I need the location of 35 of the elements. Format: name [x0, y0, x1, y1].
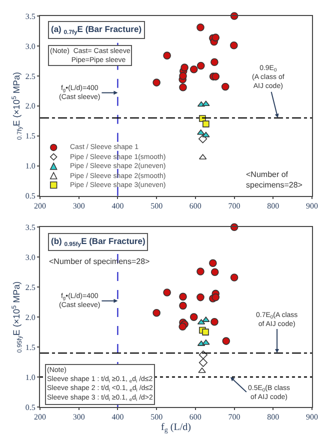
y-tick-label: 3.0: [25, 42, 36, 51]
text: (a) $_{0.7fy}$E (Bar Fracture): [51, 24, 142, 36]
y-tick-label: 2.5: [25, 282, 36, 292]
x-tick-label: 400: [112, 412, 124, 422]
y-tick-label: 3.5: [25, 222, 36, 232]
y-tick-label: 1.5: [25, 132, 36, 141]
x-tick-label: 200: [34, 201, 46, 210]
annotation: <Number of specimens=28>: [49, 257, 150, 266]
y-tick-label: 2.0: [25, 312, 36, 322]
y-tick-label: 0.5: [25, 192, 36, 201]
x-tick-label: 600: [189, 412, 202, 422]
y-tick-label: 1.0: [25, 372, 36, 382]
x-tick-label: 900: [306, 412, 318, 422]
x-tick-label: 800: [267, 201, 280, 210]
x-tick-label: 400: [112, 201, 124, 210]
x-tick-label: 200: [34, 412, 46, 422]
x-tick-label: 900: [306, 201, 318, 210]
x-tick-label: 300: [72, 201, 85, 210]
x-tick-label: 500: [150, 412, 163, 422]
y-tick-label: 0.5: [25, 402, 36, 412]
annotation: <Number of specimens=28>: [246, 170, 303, 190]
y-tick-label: 2.0: [25, 102, 36, 111]
text: (b) $_{0.95fy}$E (Bar Fracture): [51, 236, 146, 248]
x-axis-title: f$_{g}$ (L/d): [161, 422, 191, 434]
y-tick-label: 3.5: [25, 12, 36, 21]
x-tick-label: 300: [72, 412, 85, 422]
x-tick-label: 700: [228, 201, 240, 210]
y-tick-label: 1.0: [25, 162, 36, 171]
x-tick-label: 600: [189, 201, 202, 210]
x-tick-label: 800: [267, 412, 280, 422]
y-tick-label: 2.5: [25, 72, 36, 81]
y-tick-label: 3.0: [25, 252, 36, 262]
y-tick-label: 1.5: [25, 342, 36, 352]
x-tick-label: 500: [150, 201, 163, 210]
x-tick-label: 700: [228, 412, 240, 422]
